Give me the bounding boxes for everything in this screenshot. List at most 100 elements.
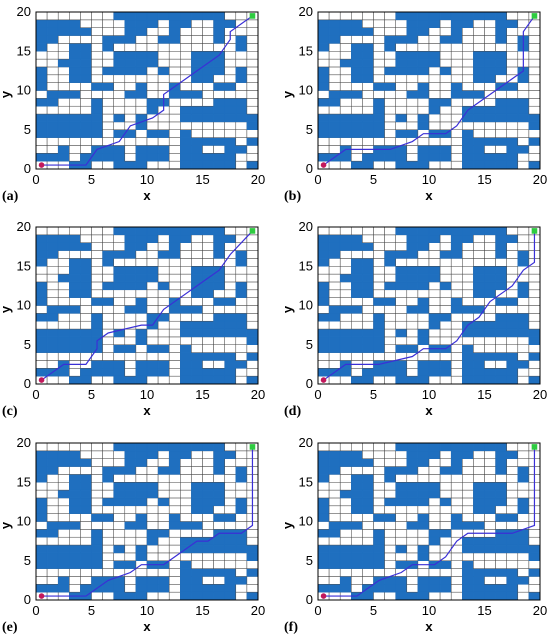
obstacle-cell — [124, 250, 137, 259]
obstacle-cell — [91, 529, 103, 538]
obstacle-cell — [351, 544, 363, 554]
free-cell — [462, 466, 474, 475]
obstacle-cell — [124, 489, 137, 499]
obstacle-cell — [168, 234, 181, 243]
obstacle-cell — [339, 121, 352, 131]
obstacle-cell — [57, 368, 70, 377]
obstacle-cell — [124, 160, 137, 170]
x-tick-label: 10 — [422, 603, 436, 618]
obstacle-cell — [113, 375, 126, 385]
free-cell — [168, 129, 181, 138]
obstacle-cell — [462, 344, 474, 353]
obstacle-cell — [351, 482, 363, 491]
obstacle-cell — [191, 74, 203, 83]
obstacle-cell — [246, 336, 259, 345]
free-cell — [362, 90, 374, 99]
free-cell — [146, 90, 159, 99]
free-cell — [146, 466, 159, 475]
free-cell — [235, 552, 248, 562]
free-cell — [168, 137, 181, 146]
obstacle-cell — [91, 297, 103, 306]
free-cell — [462, 74, 474, 83]
obstacle-cell — [135, 328, 148, 338]
obstacle-cell — [69, 242, 81, 251]
obstacle-cell — [328, 552, 341, 562]
free-cell — [157, 82, 170, 91]
free-cell — [406, 584, 419, 593]
free-cell — [157, 74, 170, 83]
free-cell — [91, 489, 103, 499]
free-cell — [224, 242, 237, 251]
obstacle-cell — [395, 58, 408, 68]
obstacle-cell — [328, 544, 341, 554]
y-tick-label: 20 — [17, 4, 31, 19]
free-cell — [339, 82, 352, 91]
obstacle-cell — [395, 226, 408, 236]
obstacle-cell — [202, 281, 214, 291]
free-cell — [191, 258, 203, 267]
free-cell — [406, 121, 419, 131]
free-cell — [91, 305, 103, 314]
goal-marker — [249, 13, 256, 19]
free-cell — [395, 521, 408, 530]
obstacle-cell — [517, 328, 530, 338]
free-cell — [406, 328, 419, 338]
free-cell — [35, 352, 48, 361]
free-cell — [80, 450, 92, 459]
obstacle-cell — [180, 368, 192, 377]
start-marker — [38, 593, 45, 599]
obstacle-cell — [328, 121, 341, 131]
obstacle-cell — [168, 11, 181, 21]
obstacle-cell — [317, 19, 330, 28]
obstacle-cell — [362, 482, 374, 491]
obstacle-cell — [146, 344, 159, 353]
free-cell — [339, 258, 352, 267]
free-cell — [213, 90, 225, 99]
free-cell — [439, 113, 452, 123]
free-cell — [191, 466, 203, 475]
obstacle-cell — [317, 544, 330, 554]
obstacle-cell — [235, 250, 248, 259]
obstacle-cell — [462, 360, 474, 369]
free-cell — [462, 27, 474, 36]
obstacle-cell — [417, 591, 430, 601]
free-cell — [317, 90, 330, 99]
free-cell — [91, 497, 103, 507]
free-cell — [224, 281, 237, 291]
obstacle-cell — [506, 313, 519, 322]
obstacle-cell — [384, 66, 396, 76]
free-cell — [439, 258, 452, 267]
free-cell — [406, 74, 419, 83]
obstacle-cell — [135, 591, 148, 601]
obstacle-cell — [495, 35, 507, 44]
free-cell — [339, 35, 352, 44]
obstacle-cell — [417, 576, 430, 585]
obstacle-cell — [351, 505, 363, 514]
obstacle-cell — [395, 328, 408, 338]
free-cell — [91, 521, 103, 530]
obstacle-cell — [213, 153, 225, 162]
free-cell — [113, 27, 126, 36]
obstacle-cell — [351, 51, 363, 60]
obstacle-cell — [395, 153, 408, 162]
obstacle-cell — [351, 328, 363, 338]
obstacle-cell — [102, 43, 114, 52]
free-cell — [484, 121, 496, 131]
free-cell — [439, 105, 452, 115]
obstacle-cell — [235, 474, 248, 483]
obstacle-cell — [328, 305, 341, 314]
obstacle-cell — [462, 234, 474, 243]
obstacle-cell — [246, 352, 259, 361]
obstacle-cell — [417, 305, 430, 314]
free-cell — [69, 98, 81, 107]
obstacle-cell — [124, 591, 137, 601]
obstacle-cell — [69, 305, 81, 314]
obstacle-cell — [113, 35, 126, 44]
free-cell — [395, 121, 408, 131]
obstacle-cell — [80, 482, 92, 491]
obstacle-cell — [373, 368, 385, 377]
obstacle-cell — [317, 289, 330, 298]
obstacle-cell — [113, 226, 126, 236]
free-cell — [428, 336, 441, 345]
obstacle-cell — [191, 568, 203, 577]
